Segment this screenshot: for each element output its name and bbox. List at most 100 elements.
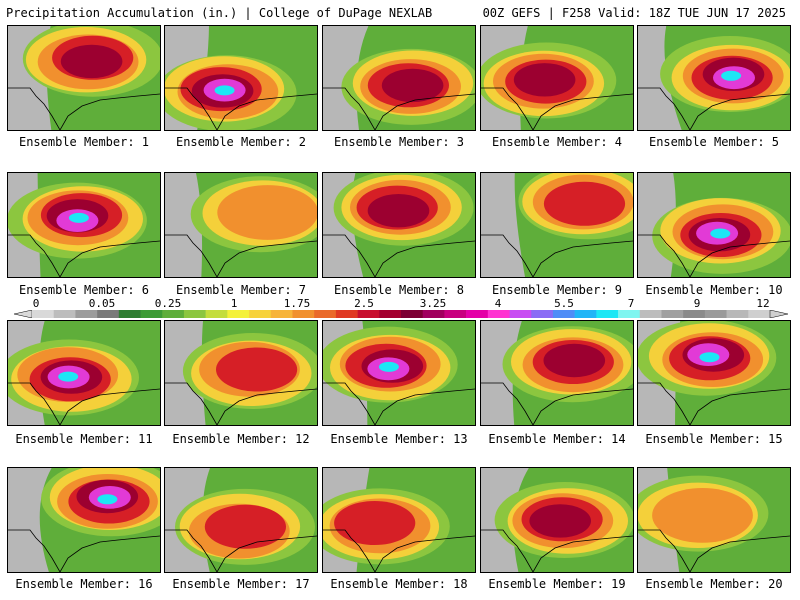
ensemble-member-label: Ensemble Member: 17: [172, 577, 310, 591]
border-line: [323, 382, 376, 425]
colorbar-swatch: [726, 310, 749, 318]
colorbar-right-arrow: [769, 310, 788, 318]
precip-contour-4: [381, 68, 444, 103]
coastline: [689, 535, 790, 572]
border-line: [481, 529, 534, 572]
coastline: [216, 240, 317, 277]
colorbar-tick-label: 2.5: [354, 297, 374, 310]
coastline: [374, 240, 475, 277]
colorbar-swatch: [162, 310, 185, 318]
ensemble-member-map: [637, 320, 791, 426]
border-line: [8, 529, 61, 572]
ensemble-member-map: [480, 25, 634, 131]
border-line: [323, 87, 376, 130]
coastline: [216, 388, 317, 425]
model-valid-time: 00Z GEFS | F258 Valid: 18Z TUE JUN 17 20…: [482, 6, 786, 20]
coastline: [532, 535, 633, 572]
border-line: [8, 234, 61, 277]
coastline: [532, 240, 633, 277]
ensemble-member-map: [7, 172, 161, 278]
coastline: [374, 388, 475, 425]
precip-contour-4: [60, 44, 123, 79]
ensemble-member-map: [322, 25, 476, 131]
coastline: [216, 93, 317, 130]
colorbar-swatch: [509, 310, 532, 318]
border-line: [165, 87, 218, 130]
coastline: [532, 388, 633, 425]
colorbar-tick-label: 3.25: [419, 297, 447, 310]
ensemble-member-map: [7, 467, 161, 573]
colorbar-swatch: [183, 310, 206, 318]
border-line: [481, 234, 534, 277]
colorbar-swatch: [270, 310, 293, 318]
precip-core-max: [214, 85, 235, 96]
colorbar-swatch: [596, 310, 619, 318]
ensemble-member-label: Ensemble Member: 14: [488, 432, 626, 446]
colorbar-swatch: [661, 310, 684, 318]
border-line: [481, 382, 534, 425]
ensemble-member-map: [637, 25, 791, 131]
ensemble-member-label: Ensemble Member: 16: [15, 577, 153, 591]
precip-contour-4: [529, 504, 591, 538]
ensemble-member-label: Ensemble Member: 7: [175, 283, 307, 297]
colorbar-swatch: [379, 310, 402, 318]
coastline: [689, 240, 790, 277]
border-line: [638, 382, 691, 425]
colorbar-swatch: [227, 310, 250, 318]
precip-contour-4: [367, 194, 430, 228]
ensemble-member-label: Ensemble Member: 15: [645, 432, 783, 446]
dry-region: [165, 173, 203, 277]
colorbar-swatch: [444, 310, 467, 318]
ensemble-member-label: Ensemble Member: 20: [645, 577, 783, 591]
ensemble-member-label: Ensemble Member: 2: [175, 135, 307, 149]
ensemble-member-label: Ensemble Member: 5: [648, 135, 780, 149]
colorbar-tick-label: 7: [627, 297, 635, 310]
precip-core-max: [721, 70, 742, 81]
colorbar-tick-label: 9: [693, 297, 701, 310]
colorbar-swatch: [140, 310, 163, 318]
precip-contour-2p5: [217, 185, 317, 240]
border-line: [8, 382, 61, 425]
colorbar-tick-label: 12: [756, 297, 770, 310]
ensemble-member-map: [322, 320, 476, 426]
ensemble-member-map: [164, 172, 318, 278]
coastline: [689, 388, 790, 425]
colorbar-swatch: [487, 310, 510, 318]
precip-contour-2p5: [652, 488, 753, 543]
colorbar-swatch: [639, 310, 662, 318]
ensemble-member-label: Ensemble Member: 11: [15, 432, 153, 446]
dry-region: [481, 173, 526, 277]
colorbar-swatch: [97, 310, 120, 318]
precip-core-max: [378, 361, 399, 372]
colorbar-tick-label: 4: [494, 297, 502, 310]
coastline: [532, 93, 633, 130]
colorbar-tick-label: 5.5: [554, 297, 574, 310]
precip-contour-4: [513, 63, 576, 97]
border-line: [323, 234, 376, 277]
ensemble-member-map: [164, 467, 318, 573]
precip-core-max: [699, 352, 720, 363]
colorbar-swatch: [552, 310, 575, 318]
colorbar-swatch: [32, 310, 55, 318]
ensemble-member-label: Ensemble Member: 13: [330, 432, 468, 446]
border-line: [638, 529, 691, 572]
ensemble-member-label: Ensemble Member: 18: [330, 577, 468, 591]
coastline: [216, 535, 317, 572]
colorbar-swatch: [53, 310, 76, 318]
precip-colorbar: [14, 310, 788, 318]
colorbar-swatch: [466, 310, 489, 318]
ensemble-member-map: [480, 320, 634, 426]
ensemble-member-map: [164, 320, 318, 426]
ensemble-member-label: Ensemble Member: 6: [18, 283, 150, 297]
ensemble-member-map: [322, 467, 476, 573]
border-line: [165, 529, 218, 572]
colorbar-swatch: [249, 310, 272, 318]
coastline: [59, 535, 160, 572]
colorbar-swatch: [314, 310, 337, 318]
coastline: [374, 93, 475, 130]
colorbar-left-arrow: [14, 310, 33, 318]
ensemble-member-label: Ensemble Member: 4: [491, 135, 623, 149]
precip-core-max: [68, 212, 89, 223]
precip-contour-3p25: [334, 501, 416, 545]
ensemble-member-map: [164, 25, 318, 131]
